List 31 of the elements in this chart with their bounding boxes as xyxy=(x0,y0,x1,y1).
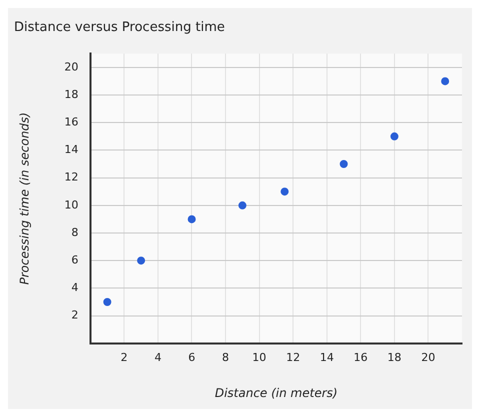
x-tick-label: 2 xyxy=(120,350,128,364)
y-axis-title: Processing time (in seconds) xyxy=(17,112,32,285)
y-tick-label: 2 xyxy=(71,308,78,322)
x-tick-label: 6 xyxy=(188,350,196,364)
y-tick-label: 8 xyxy=(71,226,78,239)
x-axis-title: Distance (in meters) xyxy=(214,386,338,400)
chart-title: Distance versus Processing time xyxy=(14,20,225,36)
y-tick-label: 20 xyxy=(64,60,78,74)
x-tick-label: 12 xyxy=(286,350,300,364)
y-tick-label: 18 xyxy=(64,88,78,101)
point xyxy=(238,201,246,210)
x-tick-label: 18 xyxy=(387,350,402,364)
point xyxy=(280,188,289,196)
point xyxy=(390,132,398,140)
x-tick-label: 10 xyxy=(252,350,266,364)
point xyxy=(441,77,450,86)
y-tick-label: 6 xyxy=(71,253,78,266)
y-tick-label: 10 xyxy=(64,198,78,212)
y-tick-label: 16 xyxy=(64,115,78,128)
y-tick-label: 14 xyxy=(64,143,78,156)
x-tick-label: 14 xyxy=(320,350,334,364)
x-tick-label: 16 xyxy=(354,350,368,364)
point xyxy=(188,215,196,224)
x-tick-label: 4 xyxy=(154,350,162,364)
point xyxy=(137,256,146,265)
x-tick-label: 20 xyxy=(421,350,436,364)
point xyxy=(103,298,112,306)
y-tick-label: 12 xyxy=(64,170,78,184)
y-tick-label: 4 xyxy=(71,281,78,294)
x-tick-label: 8 xyxy=(222,350,230,364)
point xyxy=(340,160,348,168)
